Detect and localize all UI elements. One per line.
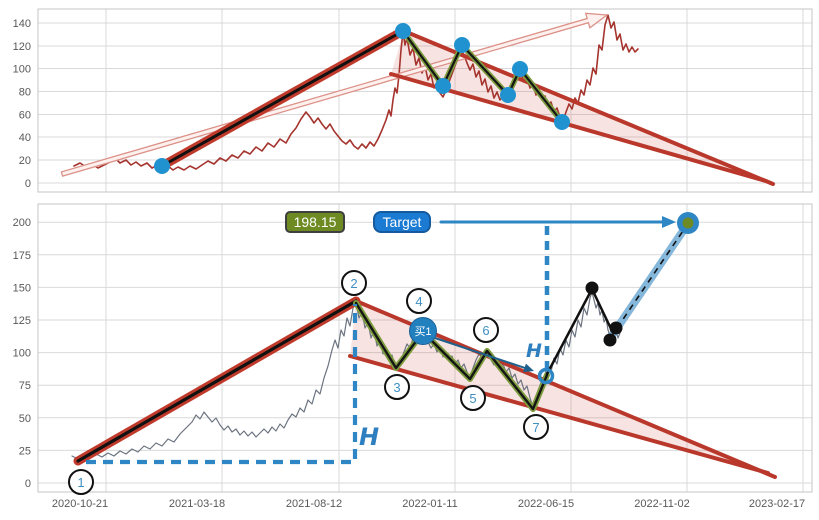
buy-marker[interactable]: 买1 bbox=[409, 317, 437, 345]
swing-dot bbox=[500, 87, 516, 103]
svg-text:50: 50 bbox=[19, 413, 31, 425]
breakout-ring bbox=[537, 367, 555, 385]
svg-text:175: 175 bbox=[13, 250, 31, 262]
svg-text:2022-11-02: 2022-11-02 bbox=[634, 498, 689, 510]
svg-text:25: 25 bbox=[19, 445, 31, 457]
svg-text:40: 40 bbox=[19, 132, 31, 144]
svg-text:0: 0 bbox=[25, 478, 31, 490]
swing-dot bbox=[435, 78, 451, 94]
svg-text:20: 20 bbox=[19, 155, 31, 167]
target-badge[interactable]: Target bbox=[373, 211, 431, 233]
swing-dot bbox=[512, 61, 528, 77]
top-wedge-upper bbox=[402, 29, 775, 186]
svg-text:120: 120 bbox=[13, 41, 31, 53]
value-badge[interactable]: 198.15 bbox=[285, 211, 345, 233]
point-marker-2: 2 bbox=[341, 270, 367, 296]
svg-text:100: 100 bbox=[13, 348, 31, 360]
svg-text:140: 140 bbox=[13, 18, 31, 30]
swing-dot bbox=[395, 23, 411, 39]
svg-text:0: 0 bbox=[25, 178, 31, 190]
point-marker-7: 7 bbox=[523, 414, 549, 440]
svg-text:2023-02-17: 2023-02-17 bbox=[749, 498, 805, 510]
svg-text:2020-10-21: 2020-10-21 bbox=[52, 498, 108, 510]
svg-text:125: 125 bbox=[13, 315, 31, 327]
height-dashed-left bbox=[86, 304, 358, 465]
h-label-left: H bbox=[358, 423, 380, 451]
svg-text:2021-03-18: 2021-03-18 bbox=[169, 498, 225, 510]
swing-dot bbox=[154, 158, 170, 174]
svg-text:2022-06-15: 2022-06-15 bbox=[518, 498, 574, 510]
swing-dot bbox=[554, 114, 570, 130]
bottom-wedge-lower bbox=[348, 354, 770, 475]
pivot-dot bbox=[585, 281, 599, 295]
point-marker-1: 1 bbox=[68, 469, 94, 495]
svg-text:2022-01-11: 2022-01-11 bbox=[402, 498, 457, 510]
svg-text:60: 60 bbox=[19, 110, 31, 122]
top-wedge-lower bbox=[389, 72, 768, 183]
breakout-swing-line bbox=[545, 287, 615, 376]
svg-text:100: 100 bbox=[13, 64, 31, 76]
svg-text:150: 150 bbox=[13, 282, 31, 294]
svg-text:80: 80 bbox=[19, 87, 31, 99]
svg-text:75: 75 bbox=[19, 380, 31, 392]
point-marker-3: 3 bbox=[384, 374, 410, 400]
svg-text:2021-08-12: 2021-08-12 bbox=[286, 498, 342, 510]
top-chart: 0 20 40 60 80 100 120 140 bbox=[13, 8, 813, 193]
point-marker-5: 5 bbox=[460, 385, 486, 411]
point-marker-4: 4 bbox=[406, 288, 432, 314]
point-marker-6: 6 bbox=[473, 317, 499, 343]
svg-text:200: 200 bbox=[13, 217, 31, 229]
swing-dot bbox=[454, 37, 470, 53]
pivot-dot bbox=[603, 333, 617, 347]
h-label-right: H bbox=[526, 340, 542, 362]
pivot-dot bbox=[609, 321, 623, 335]
